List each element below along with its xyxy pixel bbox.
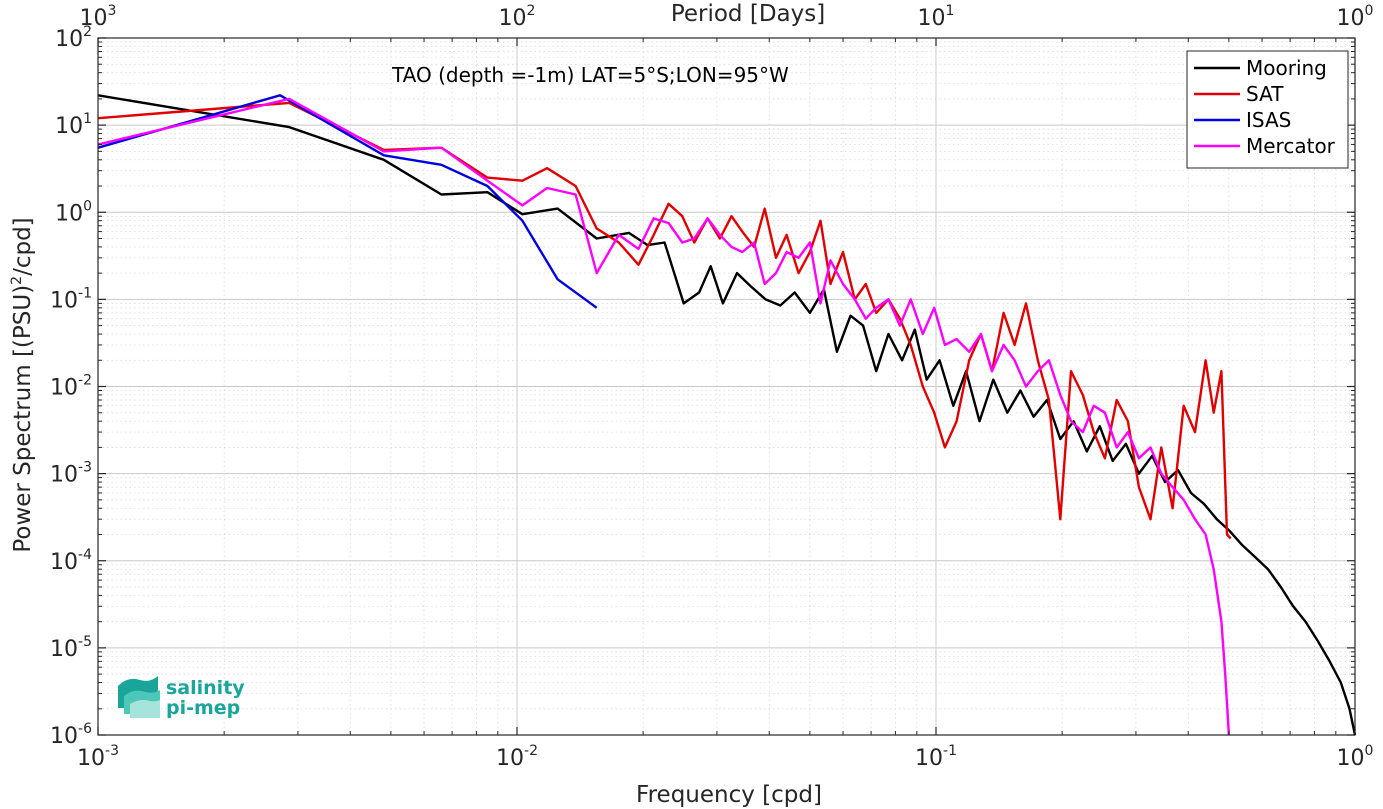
- y-tick-label-exp: -4: [78, 547, 92, 563]
- x-tick-label-exp: -3: [105, 743, 119, 759]
- y-tick-label-base: 10: [50, 550, 78, 575]
- y-tick-label-exp: -2: [78, 373, 92, 389]
- series-line-isas: [97, 94, 598, 309]
- y-tick-label-exp: -3: [78, 460, 92, 476]
- top-tick-label: 101: [918, 3, 955, 31]
- logo-text-salinity: salinity: [166, 677, 245, 699]
- major-grid: [97, 37, 1356, 736]
- y-axis-label-sup: 2: [9, 276, 25, 285]
- top-tick-label: 100: [1337, 3, 1374, 31]
- top-tick-label-exp: 2: [527, 3, 536, 19]
- y-tick-label-exp: 0: [83, 198, 92, 214]
- top-tick-label-exp: 1: [946, 3, 955, 19]
- y-tick-label-exp: 2: [83, 24, 92, 40]
- y-tick-label: 100: [55, 198, 92, 226]
- x-tick-label-base: 10: [915, 746, 943, 771]
- y-tick-label-base: 10: [50, 463, 78, 488]
- x-tick-label: 10-1: [915, 743, 957, 771]
- top-tick-label-base: 10: [499, 6, 527, 31]
- y-tick-label: 10-4: [50, 547, 92, 575]
- x-tick-labels: 10-3 10-2 10-1 100: [77, 743, 1373, 771]
- y-tick-label: 10-6: [50, 721, 92, 749]
- salinity-pi-mep-logo: salinity pi-mep: [118, 676, 245, 719]
- x-tick-label: 10-3: [77, 743, 119, 771]
- x-tick-label-exp: -2: [524, 743, 538, 759]
- y-tick-label-exp: 1: [83, 111, 92, 127]
- x-tick-label-exp: 0: [1365, 743, 1374, 759]
- series-line-sat: [97, 101, 1232, 540]
- x-tick-label-base: 10: [77, 746, 105, 771]
- top-tick-label: 102: [499, 3, 536, 31]
- top-tick-label-exp: 3: [108, 3, 117, 19]
- y-tick-label: 10-5: [50, 634, 92, 662]
- y-axis-label-tail: /cpd]: [10, 217, 36, 276]
- y-tick-label: 102: [55, 24, 92, 52]
- y-tick-label: 10-2: [50, 373, 92, 401]
- x-tick-label-base: 10: [1337, 746, 1365, 771]
- y-tick-label-base: 10: [50, 376, 78, 401]
- chart-title: TAO (depth =-1m) LAT=5°S;LON=95°W: [391, 63, 789, 87]
- legend-label-sat: SAT: [1246, 82, 1284, 106]
- y-tick-label-base: 10: [50, 637, 78, 662]
- legend-label-mooring: Mooring: [1246, 56, 1327, 80]
- legend-box: [1186, 50, 1349, 169]
- y-tick-label-base: 10: [55, 27, 83, 52]
- y-tick-label: 10-3: [50, 460, 92, 488]
- legend-label-isas: ISAS: [1246, 108, 1291, 132]
- y-tick-label: 10-1: [50, 285, 92, 313]
- legend-label-mercator: Mercator: [1246, 134, 1336, 158]
- y-axis-label: Power Spectrum [(PSU)2/cpd]: [9, 217, 36, 552]
- top-tick-label: 103: [80, 3, 117, 31]
- x-tick-label: 100: [1337, 743, 1374, 771]
- top-tick-label-base: 10: [1337, 6, 1365, 31]
- y-tick-label-base: 10: [55, 114, 83, 139]
- top-tick-label-base: 10: [918, 6, 946, 31]
- y-tick-label-base: 10: [50, 724, 78, 749]
- y-tick-label-exp: -6: [78, 721, 92, 737]
- series-layer: [97, 94, 1357, 736]
- series-line-mercator: [97, 97, 1231, 736]
- y-tick-label-exp: -1: [78, 285, 92, 301]
- top-tick-label-base: 10: [80, 6, 108, 31]
- top-axis-label: Period [Days]: [671, 1, 825, 27]
- logo-text-pi-mep: pi-mep: [166, 697, 240, 719]
- y-tick-label-base: 10: [50, 288, 78, 313]
- series-line-mooring: [97, 94, 1357, 736]
- x-tick-label-exp: -1: [943, 743, 957, 759]
- tick-marks: [97, 37, 1356, 736]
- y-tick-label-exp: -5: [78, 634, 92, 650]
- x-tick-label-base: 10: [496, 746, 524, 771]
- x-axis-label: Frequency [cpd]: [636, 782, 822, 808]
- x-tick-label: 10-2: [496, 743, 538, 771]
- logo-wave-icon-3: [130, 700, 160, 718]
- top-tick-labels: 103 102 101 100: [80, 3, 1374, 31]
- y-axis-label-base: Power Spectrum [(PSU): [10, 285, 36, 553]
- y-tick-label: 101: [55, 111, 92, 139]
- minor-grid: [98, 38, 1355, 735]
- y-tick-label-base: 10: [55, 201, 83, 226]
- top-tick-label-exp: 0: [1365, 3, 1374, 19]
